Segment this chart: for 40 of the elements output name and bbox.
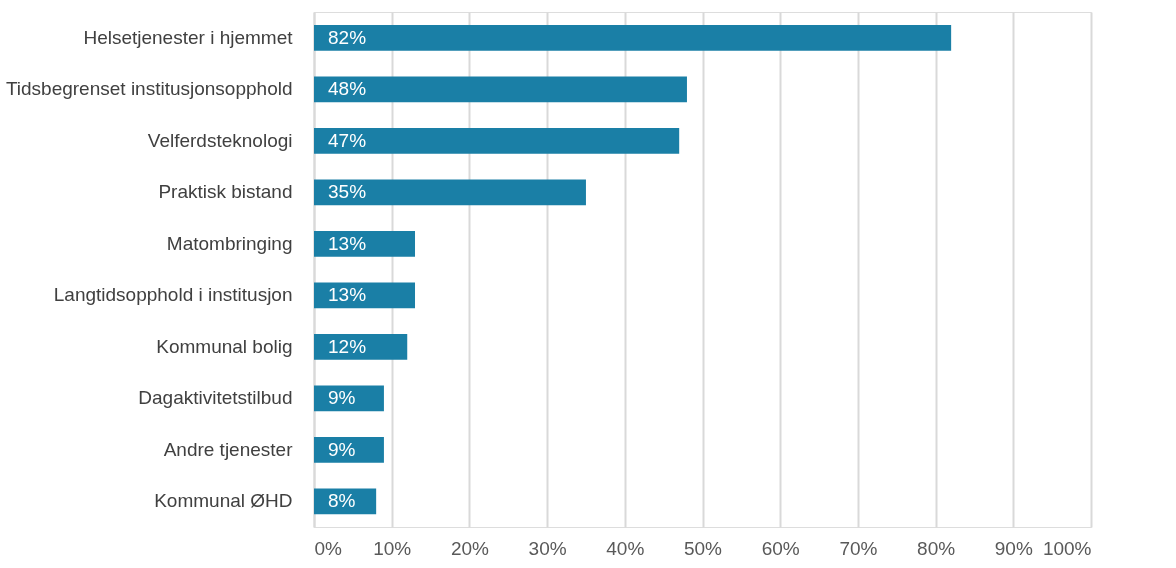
data-label: 48% — [328, 78, 367, 100]
bar — [314, 179, 586, 206]
x-tick-label: 20% — [450, 537, 490, 559]
data-label: 35% — [328, 181, 367, 203]
data-label: 9% — [328, 438, 356, 460]
data-label: 13% — [328, 232, 367, 254]
bar — [314, 24, 952, 51]
y-tick-label: Velferdsteknologi — [147, 129, 293, 151]
x-tick-label: 60% — [761, 537, 800, 559]
bar — [314, 76, 687, 103]
bar — [314, 230, 416, 257]
bar — [314, 385, 384, 412]
y-tick-label: Tidsbegrenset institusjonsopphold — [5, 78, 293, 100]
data-label: 82% — [328, 26, 367, 48]
data-label: 13% — [328, 284, 367, 306]
y-tick-label: Kommunal ØHD — [154, 490, 293, 512]
y-tick-label: Dagaktivitetstilbud — [138, 387, 293, 409]
x-tick-label: 10% — [373, 537, 412, 559]
bar — [314, 282, 416, 309]
x-tick-label: 40% — [606, 537, 645, 559]
x-tick-label: 0% — [314, 537, 343, 559]
x-tick-label: 50% — [683, 537, 723, 559]
y-tick-label: Praktisk bistand — [158, 181, 293, 203]
data-label: 9% — [328, 387, 356, 409]
data-label: 8% — [328, 490, 356, 512]
x-tick-label: 80% — [917, 537, 956, 559]
data-label: 12% — [328, 335, 367, 357]
y-tick-label: Helsetjenester i hjemmet — [83, 26, 294, 48]
x-tick-label: 90% — [994, 537, 1033, 559]
y-tick-label: Langtidsopphold i institusjon — [53, 284, 293, 306]
x-tick-label: 30% — [528, 537, 567, 559]
bar — [314, 436, 384, 463]
x-tick-label: 70% — [839, 537, 878, 559]
x-tick-label: 100% — [1042, 537, 1092, 559]
y-tick-label: Andre tjenester — [163, 438, 294, 460]
y-tick-label: Kommunal bolig — [156, 335, 293, 357]
bar — [314, 333, 408, 360]
bar — [314, 127, 680, 154]
data-label: 47% — [328, 129, 367, 151]
y-tick-label: Matombringing — [166, 232, 293, 254]
